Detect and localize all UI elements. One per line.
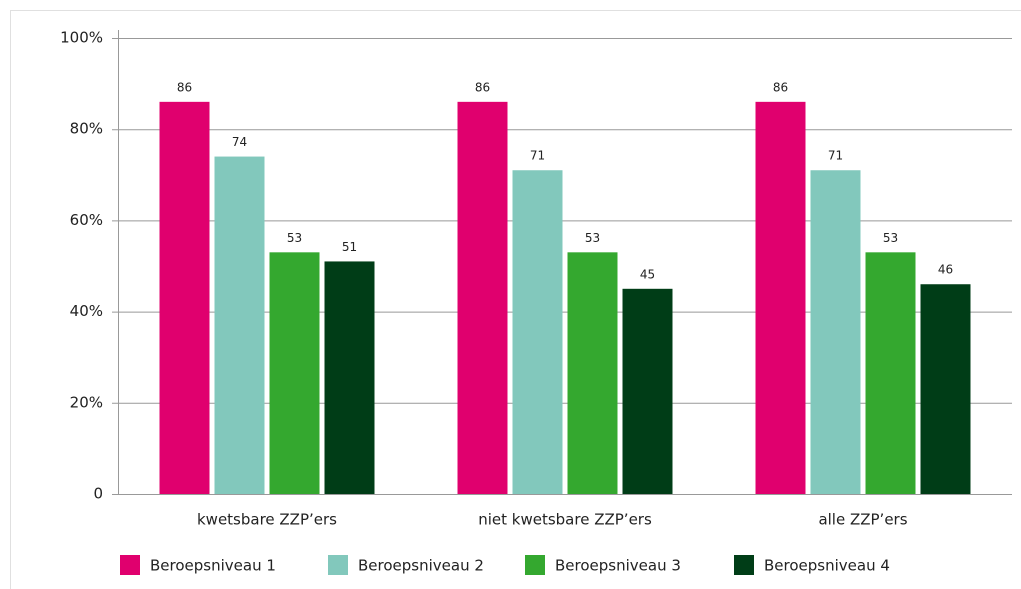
legend-swatch [525, 555, 545, 575]
legend-label: Beroepsniveau 2 [358, 557, 484, 575]
x-tick-label: niet kwetsbare ZZP’ers [478, 511, 652, 529]
bar [512, 170, 563, 495]
y-tick-label: 60% [70, 211, 103, 229]
value-label: 51 [342, 240, 357, 254]
value-label: 46 [938, 263, 953, 277]
bar [269, 252, 320, 494]
bar [920, 284, 971, 494]
bar [810, 170, 861, 495]
bar [865, 252, 916, 494]
bar [159, 101, 210, 494]
bar [755, 101, 806, 494]
bar [457, 101, 508, 494]
y-tick-label: 20% [70, 393, 103, 411]
bar [622, 288, 673, 494]
value-label: 86 [773, 80, 788, 94]
y-tick-label: 80% [70, 120, 103, 138]
value-label: 86 [475, 80, 490, 94]
value-label: 53 [883, 231, 898, 245]
value-label: 86 [177, 80, 192, 94]
legend-label: Beroepsniveau 4 [764, 557, 890, 575]
value-label: 74 [232, 135, 247, 149]
y-tick-label: 0 [93, 485, 103, 503]
value-label: 71 [828, 149, 843, 163]
bar [324, 261, 375, 494]
x-tick-label: kwetsbare ZZP’ers [197, 511, 337, 529]
legend-label: Beroepsniveau 3 [555, 557, 681, 575]
y-tick-label: 100% [60, 29, 103, 47]
legend-swatch [734, 555, 754, 575]
x-tick-label: alle ZZP’ers [818, 511, 907, 529]
legend-label: Beroepsniveau 1 [150, 557, 276, 575]
y-tick-label: 40% [70, 302, 103, 320]
value-label: 53 [585, 231, 600, 245]
frame [10, 10, 1021, 589]
legend-swatch [120, 555, 140, 575]
bar [567, 252, 618, 494]
value-label: 53 [287, 231, 302, 245]
bar [214, 156, 265, 494]
value-label: 71 [530, 149, 545, 163]
legend-swatch [328, 555, 348, 575]
value-label: 45 [640, 267, 655, 281]
